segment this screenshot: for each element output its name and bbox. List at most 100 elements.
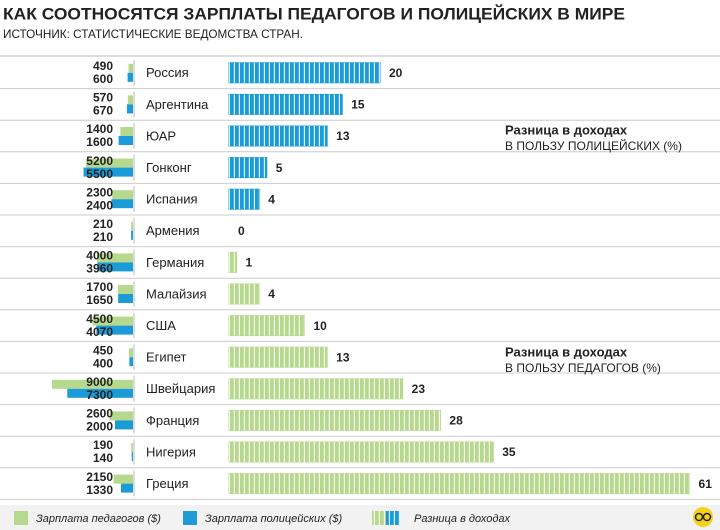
police-value: 7300 [86, 388, 113, 402]
difference-stripes [229, 378, 403, 399]
difference-stripes [229, 94, 343, 115]
teacher-bar [86, 158, 133, 168]
teacher-value: 1400 [86, 122, 113, 136]
difference-stripes [229, 315, 305, 336]
police-value: 2000 [86, 420, 113, 434]
legend-label: Зарплата полицейских ($) [205, 513, 342, 525]
teacher-bar [120, 127, 133, 136]
category-label: ЮАР [146, 128, 176, 143]
teacher-bar [52, 379, 133, 389]
police-bar [97, 262, 133, 272]
police-value: 5500 [86, 167, 113, 181]
legend-swatch [14, 511, 28, 525]
police-value: 600 [93, 72, 113, 86]
teacher-bar [128, 63, 133, 73]
legend-stripes [372, 511, 400, 525]
teacher-bar [131, 221, 133, 231]
category-label: Гонконг [146, 160, 192, 175]
police-value: 1600 [86, 135, 113, 149]
annotation-title: Разница в доходах [505, 344, 628, 359]
difference-stripes [229, 126, 328, 146]
annotation-text: В ПОЛЬЗУ ПОЛИЦЕЙСКИХ (%) [505, 138, 682, 153]
legend-swatch [183, 511, 197, 525]
police-bar [67, 388, 133, 398]
police-bar [118, 136, 133, 145]
category-label: Швейцария [146, 381, 215, 396]
difference-value: 20 [389, 66, 403, 80]
teacher-bar [128, 348, 133, 358]
teacher-value: 210 [93, 217, 113, 231]
teacher-value: 450 [93, 343, 113, 357]
teacher-bar [117, 285, 133, 294]
difference-value: 61 [699, 477, 713, 491]
teacher-value: 570 [93, 91, 113, 105]
police-bar [96, 325, 133, 335]
legend-label: Разница в доходах [414, 513, 511, 525]
category-label: Армения [146, 223, 200, 238]
teacher-bar [92, 316, 133, 326]
police-bar [111, 199, 133, 209]
police-value: 4070 [86, 325, 113, 339]
police-value: 1650 [86, 293, 113, 307]
police-value: 140 [93, 451, 113, 465]
difference-stripes [229, 442, 494, 462]
difference-value: 13 [336, 350, 350, 364]
teacher-bar [109, 411, 133, 421]
difference-stripes [229, 189, 260, 210]
difference-stripes [229, 410, 441, 431]
police-value: 400 [93, 356, 113, 370]
chart-title: КАК СООТНОСЯТСЯ ЗАРПЛАТЫ ПЕДАГОГОВ И ПОЛ… [3, 4, 625, 23]
police-bar [126, 104, 133, 114]
annotation-title: Разница в доходах [505, 122, 628, 137]
teacher-value: 190 [93, 438, 113, 452]
difference-stripes [229, 157, 267, 178]
difference-value: 4 [268, 287, 275, 301]
category-label: Нигерия [146, 444, 196, 459]
difference-value: 1 [246, 256, 253, 270]
logo [693, 507, 713, 527]
police-bar [129, 357, 133, 367]
legend-bg [0, 505, 720, 530]
police-bar [121, 483, 133, 493]
difference-stripes [229, 62, 380, 83]
teacher-bar [131, 443, 133, 452]
teacher-bar [112, 190, 133, 200]
category-label: Россия [146, 65, 189, 80]
police-value: 2400 [86, 198, 113, 212]
category-label: Египет [146, 350, 187, 365]
category-label: Германия [146, 255, 204, 270]
police-value: 1330 [86, 483, 113, 497]
difference-value: 4 [268, 192, 275, 206]
difference-stripes [229, 252, 237, 273]
difference-stripes [229, 284, 260, 304]
police-bar [127, 72, 133, 82]
teacher-value: 5200 [86, 154, 113, 168]
teacher-value: 2150 [86, 470, 113, 484]
category-label: Малайзия [146, 286, 207, 301]
police-bar [83, 167, 133, 177]
teacher-value: 9000 [86, 375, 113, 389]
difference-value: 35 [502, 445, 516, 459]
difference-stripes [229, 473, 690, 494]
difference-value: 28 [449, 414, 463, 428]
police-value: 670 [93, 104, 113, 118]
teacher-value: 4500 [86, 312, 113, 326]
teacher-value: 490 [93, 59, 113, 73]
teacher-value: 2600 [86, 407, 113, 421]
police-value: 210 [93, 230, 113, 244]
difference-value: 10 [314, 319, 328, 333]
teacher-bar [97, 253, 133, 263]
police-bar [131, 230, 133, 240]
legend-label: Зарплата педагогов ($) [36, 513, 161, 525]
annotation-text: В ПОЛЬЗУ ПЕДАГОГОВ (%) [505, 361, 661, 375]
difference-value: 0 [238, 224, 245, 238]
police-value: 3960 [86, 262, 113, 276]
difference-value: 23 [412, 382, 426, 396]
category-label: Аргентина [146, 97, 209, 112]
difference-stripes [229, 347, 328, 368]
teacher-value: 4000 [86, 249, 113, 263]
category-label: Греция [146, 476, 189, 491]
teacher-value: 1700 [86, 280, 113, 294]
police-bar [131, 452, 133, 461]
